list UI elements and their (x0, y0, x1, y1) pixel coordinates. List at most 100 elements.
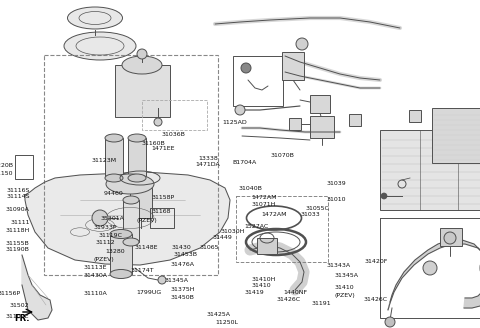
Text: 94460: 94460 (103, 191, 123, 196)
Bar (289, 118, 301, 130)
Text: 31410: 31410 (334, 285, 354, 291)
Bar (380, 218, 480, 318)
Text: FR.: FR. (14, 314, 29, 323)
Text: 1527AC: 1527AC (245, 224, 269, 229)
Bar (409, 110, 421, 122)
Ellipse shape (110, 270, 132, 278)
Circle shape (423, 261, 437, 275)
Text: 31410H: 31410H (252, 277, 276, 282)
Text: 35301A: 35301A (101, 216, 125, 221)
Circle shape (385, 317, 395, 327)
Text: (PZEV): (PZEV) (137, 218, 157, 223)
Polygon shape (25, 172, 230, 265)
Text: 31430: 31430 (172, 245, 192, 250)
Text: 1471EE: 1471EE (152, 146, 175, 152)
Text: 31191: 31191 (311, 300, 331, 306)
Text: 31426C: 31426C (276, 297, 300, 302)
Circle shape (296, 38, 308, 50)
Text: 31375H: 31375H (170, 287, 195, 292)
Bar (310, 95, 330, 113)
Text: 31070B: 31070B (270, 153, 294, 158)
Circle shape (241, 63, 251, 73)
Text: 31116S: 31116S (6, 188, 30, 193)
Text: 31123M: 31123M (91, 157, 116, 163)
Text: 31343A: 31343A (326, 262, 350, 268)
Ellipse shape (105, 174, 123, 182)
Bar (44, 55, 218, 275)
Text: 31476A: 31476A (170, 261, 194, 267)
Bar (440, 228, 462, 246)
Text: 31150: 31150 (0, 171, 13, 176)
Ellipse shape (128, 134, 146, 142)
Circle shape (92, 210, 108, 226)
Text: 1472AM: 1472AM (252, 195, 277, 200)
Text: 1471DA: 1471DA (195, 162, 220, 167)
Bar (105, 138, 123, 178)
Bar (233, 56, 283, 106)
Circle shape (158, 276, 166, 284)
Text: B1704A: B1704A (232, 159, 257, 165)
Bar (142, 100, 207, 130)
Ellipse shape (105, 134, 123, 142)
Text: 31345A: 31345A (334, 273, 358, 278)
Text: 31174T: 31174T (131, 268, 154, 274)
Bar (150, 208, 174, 228)
Text: 31036B: 31036B (161, 132, 185, 137)
Circle shape (381, 193, 387, 199)
Text: 31155B: 31155B (6, 241, 30, 246)
Text: 31450B: 31450B (171, 295, 195, 300)
Bar (257, 238, 277, 254)
Text: 31419: 31419 (245, 290, 264, 295)
Ellipse shape (122, 56, 162, 74)
Text: 31065: 31065 (199, 245, 219, 250)
Text: 31071H: 31071H (252, 202, 276, 207)
Text: 13338: 13338 (199, 156, 218, 161)
Bar (130, 188, 152, 218)
Bar (310, 116, 334, 138)
Ellipse shape (68, 7, 122, 29)
Text: 31168: 31168 (151, 209, 171, 214)
Text: 31107E: 31107E (5, 314, 29, 319)
Polygon shape (22, 255, 52, 320)
Text: (PZEV): (PZEV) (334, 293, 355, 298)
Text: 31158P: 31158P (151, 195, 174, 200)
Ellipse shape (123, 196, 139, 204)
Ellipse shape (106, 174, 154, 194)
Text: 31449: 31449 (212, 235, 232, 240)
Text: 31033: 31033 (301, 212, 321, 217)
Text: 31119C: 31119C (98, 233, 122, 238)
Text: 31040B: 31040B (238, 186, 262, 191)
Text: 1799UG: 1799UG (137, 290, 162, 295)
Text: 31426C: 31426C (364, 297, 388, 302)
Text: 31148E: 31148E (134, 245, 158, 251)
Text: 31111: 31111 (10, 220, 30, 225)
Text: 31113E: 31113E (84, 265, 108, 270)
Text: 31110A: 31110A (84, 291, 108, 297)
Bar (15, 155, 33, 179)
Text: 31030H: 31030H (221, 229, 245, 234)
Text: 31933P: 31933P (94, 225, 117, 231)
Text: 1440NF: 1440NF (283, 290, 307, 295)
Bar (115, 65, 170, 117)
Text: 31010: 31010 (326, 197, 346, 202)
Text: 31502: 31502 (9, 302, 29, 308)
Text: 31039: 31039 (326, 180, 346, 186)
Bar (349, 114, 361, 126)
Circle shape (137, 49, 147, 59)
Text: 31345A: 31345A (164, 278, 188, 283)
Bar (236, 196, 328, 262)
Text: 31410: 31410 (252, 283, 271, 288)
Text: 31453B: 31453B (174, 252, 198, 257)
Ellipse shape (64, 32, 136, 60)
Text: 31430A: 31430A (84, 273, 108, 278)
Text: 31156P: 31156P (0, 291, 21, 297)
Text: (PZEV): (PZEV) (94, 256, 114, 262)
Ellipse shape (128, 174, 146, 182)
Circle shape (235, 105, 245, 115)
Text: 13280: 13280 (106, 249, 125, 255)
Circle shape (444, 232, 456, 244)
Bar (380, 130, 480, 210)
Text: 31090A: 31090A (6, 207, 30, 213)
Circle shape (154, 118, 162, 126)
Text: 1472AM: 1472AM (262, 212, 287, 217)
